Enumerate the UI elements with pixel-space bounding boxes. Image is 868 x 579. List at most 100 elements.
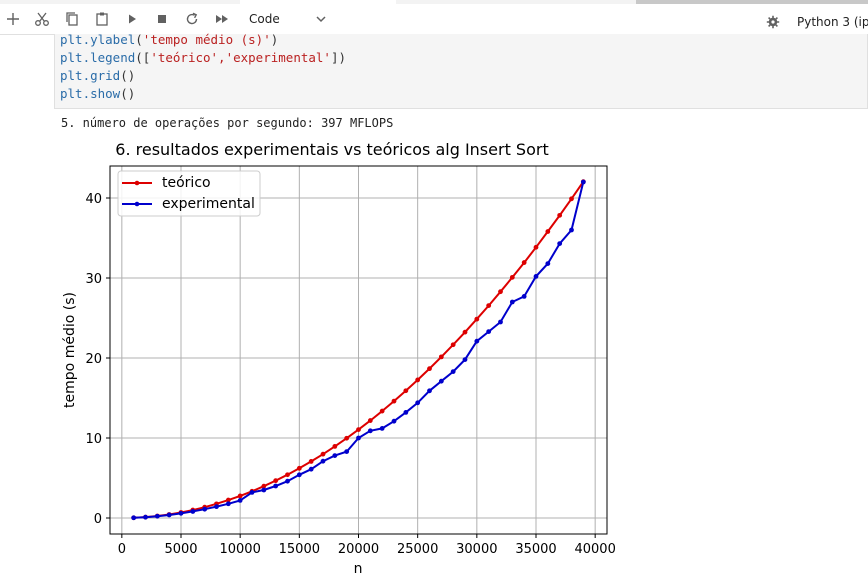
chart-title: 6. resultados experimentais vs teóricos … xyxy=(115,140,548,159)
code-function: plt.ylabel xyxy=(60,32,136,47)
legend-box xyxy=(117,170,261,217)
data-point-0 xyxy=(237,493,243,499)
data-point-1 xyxy=(308,466,314,472)
x-tick-label: 40000 xyxy=(574,542,615,557)
tab-bar-background xyxy=(396,0,636,4)
data-point-0 xyxy=(391,398,397,404)
code-function: plt.grid xyxy=(60,68,121,83)
y-tick-label: 20 xyxy=(85,352,102,367)
data-point-0 xyxy=(474,316,480,322)
data-point-1 xyxy=(261,487,267,493)
data-point-0 xyxy=(450,342,456,348)
restart-icon xyxy=(186,12,198,25)
data-point-1 xyxy=(533,274,539,279)
data-point-1 xyxy=(273,483,279,489)
data-point-1 xyxy=(557,241,563,246)
code-line: plt.legend(['teórico','experimental']) xyxy=(60,49,346,67)
restart-button[interactable] xyxy=(181,8,203,30)
line-chart: 6. resultados experimentais vs teóricos … xyxy=(62,140,616,577)
data-point-0 xyxy=(521,260,527,265)
data-point-1 xyxy=(190,509,196,514)
data-point-1 xyxy=(498,319,503,325)
legend-marker-experimental xyxy=(134,201,140,207)
output-text: 5. número de operações por segundo: 397 … xyxy=(61,116,394,130)
y-axis-label: tempo médio (s) xyxy=(62,292,78,408)
data-point-1 xyxy=(367,428,373,434)
x-tick-label: 30000 xyxy=(456,542,497,557)
data-point-1 xyxy=(285,478,290,484)
data-point-1 xyxy=(391,418,397,424)
data-point-0 xyxy=(569,196,574,202)
cut-icon xyxy=(35,12,49,26)
legend: teórico experimental xyxy=(117,170,261,217)
data-point-0 xyxy=(533,244,539,250)
data-point-1 xyxy=(166,512,172,518)
gear-icon[interactable] xyxy=(766,15,780,29)
data-point-1 xyxy=(154,513,160,519)
stop-icon xyxy=(158,15,166,23)
data-point-1 xyxy=(296,472,302,478)
code-function: plt.legend xyxy=(60,50,136,65)
copy-icon xyxy=(66,12,78,26)
add-cell-button[interactable] xyxy=(2,8,24,30)
cell-type-value: Code xyxy=(249,12,280,26)
data-point-1 xyxy=(214,504,219,510)
legend-marker-teorico xyxy=(134,180,140,186)
grid xyxy=(110,166,607,534)
y-tick-label: 0 xyxy=(94,512,102,527)
paste-icon xyxy=(96,12,108,26)
data-point-1 xyxy=(143,514,148,520)
tab-strip xyxy=(0,0,868,4)
data-point-1 xyxy=(131,515,137,521)
copy-button[interactable] xyxy=(61,8,83,30)
paste-button[interactable] xyxy=(91,8,113,30)
data-point-0 xyxy=(225,497,231,503)
data-point-0 xyxy=(308,459,314,464)
code-punct: () xyxy=(120,68,136,83)
code-line: plt.show() xyxy=(60,85,135,103)
data-point-1 xyxy=(225,501,231,507)
code-punct: ( xyxy=(135,32,143,47)
data-point-1 xyxy=(237,498,243,503)
data-point-1 xyxy=(509,299,515,305)
data-point-1 xyxy=(486,329,492,334)
data-point-0 xyxy=(379,408,385,414)
y-axis: 0 10 20 30 40 xyxy=(85,192,110,527)
code-cell-input[interactable]: plt.ylabel('tempo médio (s)') plt.legend… xyxy=(54,31,868,109)
data-point-1 xyxy=(356,435,361,441)
data-point-1 xyxy=(249,490,255,495)
data-point-0 xyxy=(498,289,503,295)
data-point-0 xyxy=(332,444,338,449)
cut-button[interactable] xyxy=(31,8,53,30)
code-line: plt.grid() xyxy=(60,67,135,85)
data-point-0 xyxy=(486,303,492,308)
y-tick-label: 30 xyxy=(85,272,102,287)
data-point-1 xyxy=(569,227,574,233)
code-line: plt.ylabel('tempo médio (s)') xyxy=(60,31,278,49)
x-tick-label: 0 xyxy=(118,542,126,557)
run-button[interactable] xyxy=(121,8,143,30)
x-tick-label: 25000 xyxy=(397,542,438,557)
data-point-1 xyxy=(462,357,468,362)
x-tick-label: 15000 xyxy=(279,542,320,557)
data-point-0 xyxy=(285,472,290,478)
cell-type-select[interactable]: Code xyxy=(243,9,333,29)
code-string: 'tempo médio (s)' xyxy=(142,32,271,47)
stop-button[interactable] xyxy=(151,8,173,30)
y-tick-label: 10 xyxy=(85,432,102,447)
data-point-0 xyxy=(557,212,563,218)
code-punct: ) xyxy=(270,32,279,47)
kernel-name[interactable]: Python 3 (ip xyxy=(797,15,868,29)
data-point-0 xyxy=(261,483,267,489)
data-point-0 xyxy=(545,229,551,234)
data-point-0 xyxy=(296,465,302,471)
code-punct: ]) xyxy=(330,50,347,65)
series-group xyxy=(131,179,586,521)
data-point-1 xyxy=(332,453,338,458)
data-point-1 xyxy=(521,294,527,299)
run-all-button[interactable] xyxy=(211,8,233,30)
code-string: 'teórico','experimental' xyxy=(150,50,331,65)
x-tick-label: 10000 xyxy=(219,542,260,557)
tab-bar-scroll xyxy=(636,0,868,4)
data-point-0 xyxy=(273,478,279,484)
